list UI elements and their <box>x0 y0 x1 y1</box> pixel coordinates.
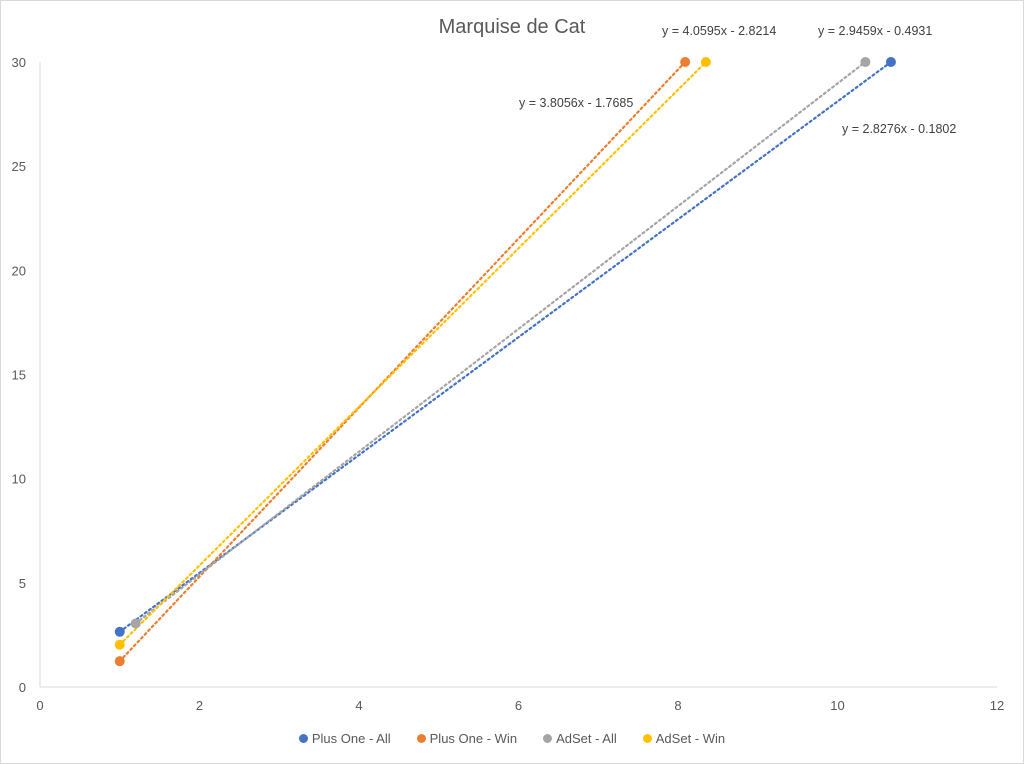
trendline <box>134 60 867 625</box>
data-point <box>680 57 691 67</box>
legend-label: Plus One - All <box>311 731 391 746</box>
legend-marker-icon <box>642 734 652 743</box>
x-tick-label: 6 <box>515 698 522 713</box>
data-point <box>700 57 711 67</box>
x-tick-label: 0 <box>36 698 43 713</box>
equation-plus-one-win: y = 4.0595x - 2.8214 <box>662 24 777 38</box>
y-tick-label: 30 <box>12 55 26 70</box>
x-tick-label: 12 <box>990 698 1004 713</box>
y-tick-label: 5 <box>19 576 26 591</box>
legend-marker-icon <box>416 734 426 743</box>
legend-marker-icon <box>298 734 308 743</box>
y-tick-label: 10 <box>12 472 26 487</box>
data-point <box>130 618 141 629</box>
legend-item-plus-one-all[interactable]: Plus One - All <box>298 731 391 746</box>
y-tick-label: 15 <box>12 368 26 383</box>
data-point <box>114 626 125 637</box>
y-tick-label: 25 <box>12 159 26 174</box>
trendline <box>118 60 893 633</box>
legend-item-adset-all[interactable]: AdSet - All <box>543 731 617 746</box>
x-tick-label: 2 <box>196 698 203 713</box>
legend-label: AdSet - All <box>556 731 617 746</box>
equation-plus-one-all: y = 2.8276x - 0.1802 <box>842 122 957 136</box>
data-point <box>114 639 125 650</box>
legend-label: AdSet - Win <box>655 731 726 746</box>
y-tick-label: 0 <box>19 680 26 695</box>
legend-item-adset-win[interactable]: AdSet - Win <box>642 731 726 746</box>
trendline <box>118 60 708 646</box>
x-tick-label: 10 <box>830 698 844 713</box>
data-point <box>114 656 125 667</box>
equation-adset-win: y = 3.8056x - 1.7685 <box>519 96 634 110</box>
data-point <box>860 57 871 67</box>
legend: Plus One - All Plus One - Win AdSet - Al… <box>0 731 1024 746</box>
x-tick-label: 8 <box>674 698 681 713</box>
legend-marker-icon <box>543 734 553 743</box>
chart-title: Marquise de Cat <box>438 16 586 38</box>
legend-item-plus-one-win[interactable]: Plus One - Win <box>416 731 518 746</box>
y-tick-label: 20 <box>12 263 26 278</box>
trendline <box>118 60 687 663</box>
legend-label: Plus One - Win <box>429 731 518 746</box>
x-tick-label: 4 <box>355 698 362 713</box>
equation-adset-all: y = 2.9459x - 0.4931 <box>818 24 933 38</box>
data-point <box>885 57 896 67</box>
